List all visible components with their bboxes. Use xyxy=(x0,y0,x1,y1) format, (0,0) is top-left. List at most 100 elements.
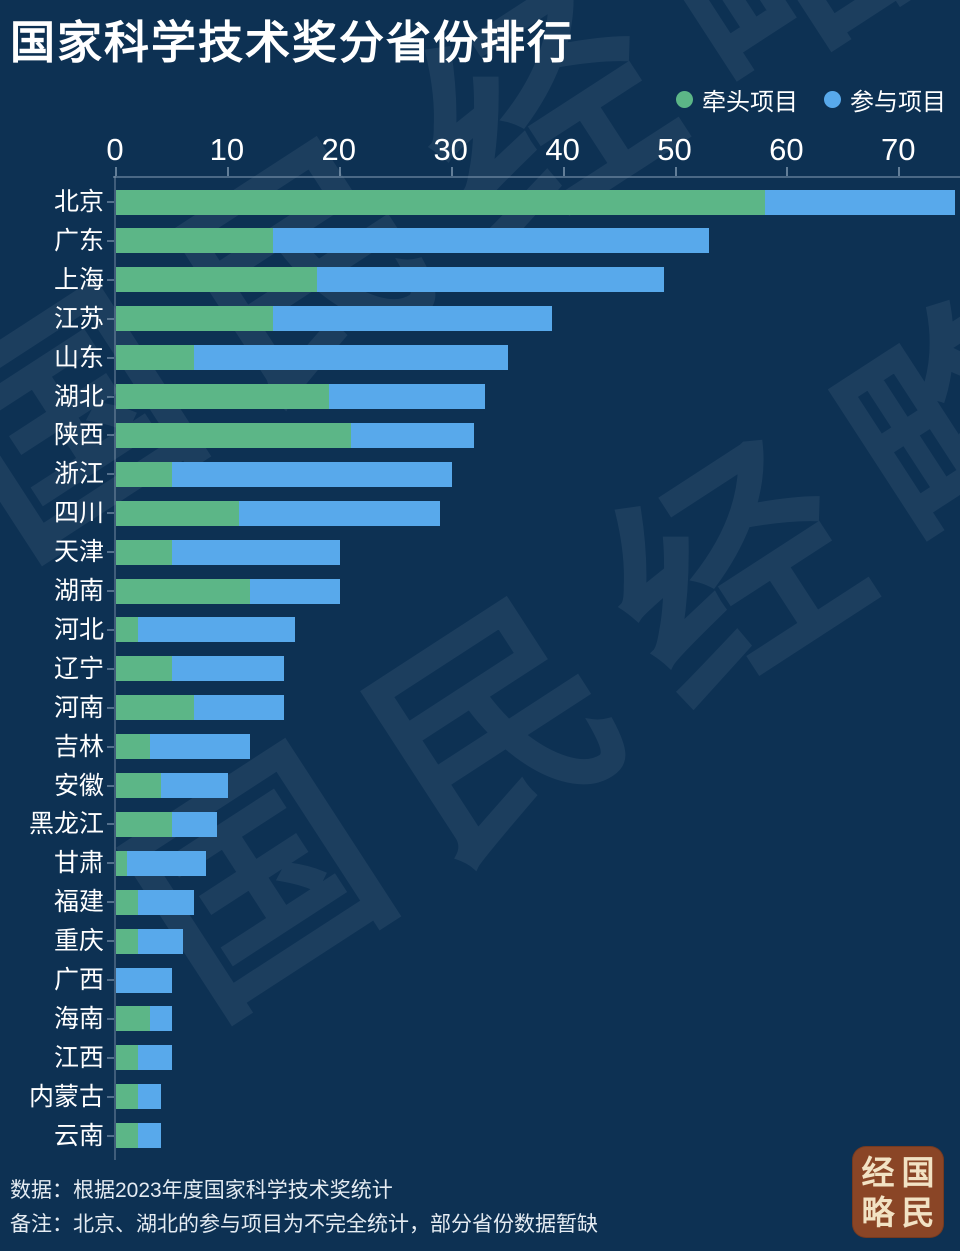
category-label: 浙江 xyxy=(53,460,104,489)
x-tick-label: 60 xyxy=(769,132,804,167)
legend-dot-participate-icon xyxy=(824,91,841,108)
bar-segment-牵头项目 xyxy=(116,850,128,876)
stamp-char: 略 xyxy=(861,1192,895,1232)
stacked-bar xyxy=(116,578,340,604)
x-tick-mark xyxy=(115,167,117,176)
bar-segment-牵头项目 xyxy=(116,500,240,526)
category-label: 四川 xyxy=(53,499,104,528)
stacked-bar xyxy=(116,695,284,721)
bar-segment-参与项目 xyxy=(127,850,206,876)
bar-segment-参与项目 xyxy=(138,1045,172,1071)
x-tick-label: 10 xyxy=(209,132,245,167)
bar-segment-参与项目 xyxy=(250,578,340,604)
y-tick-mark xyxy=(107,979,114,981)
y-tick-mark xyxy=(107,862,114,865)
bar-segment-参与项目 xyxy=(138,617,296,643)
stacked-bar xyxy=(116,850,206,876)
category-label: 内蒙古 xyxy=(28,1082,104,1111)
page-title: 国家科学技术奖分省份排行 xyxy=(10,17,575,68)
bar-segment-牵头项目 xyxy=(116,461,172,487)
bar-segment-参与项目 xyxy=(149,734,251,760)
publisher-stamp: 经 国 略 民 xyxy=(852,1146,944,1238)
bar-segment-牵头项目 xyxy=(116,384,329,409)
bar-segment-牵头项目 xyxy=(116,656,172,682)
x-tick-label: 20 xyxy=(321,132,357,167)
bar-segment-参与项目 xyxy=(149,1006,172,1032)
bar-segment-牵头项目 xyxy=(116,578,251,604)
y-tick-mark xyxy=(107,784,114,787)
y-tick-mark xyxy=(107,201,114,203)
x-tick-label: 0 xyxy=(106,132,124,167)
y-tick-mark xyxy=(107,278,114,281)
category-label: 北京 xyxy=(53,188,104,216)
y-tick-mark xyxy=(107,901,114,904)
stacked-bar xyxy=(116,384,486,409)
x-tick-mark xyxy=(562,167,565,176)
legend-item-participate: 参与项目 xyxy=(824,82,946,117)
x-tick-label: 40 xyxy=(545,132,580,167)
y-tick-mark xyxy=(107,940,114,943)
category-label: 河南 xyxy=(53,693,104,722)
footnotes: 数据：根据2023年度国家科学技术奖统计 备注：北京、湖北的参与项目为不完全统计… xyxy=(10,1174,598,1242)
stacked-bar xyxy=(116,422,475,448)
stacked-bar xyxy=(116,889,195,915)
category-label: 重庆 xyxy=(53,927,104,956)
bar-segment-牵头项目 xyxy=(116,1084,139,1110)
stamp-char: 国 xyxy=(901,1152,935,1192)
stacked-bar xyxy=(116,928,184,954)
y-tick-mark xyxy=(107,434,114,437)
bar-segment-牵头项目 xyxy=(116,1006,150,1032)
stacked-bar xyxy=(116,1045,172,1071)
y-tick-mark xyxy=(107,512,114,515)
category-label: 江苏 xyxy=(53,304,104,333)
y-axis-line xyxy=(114,176,116,1160)
category-label: 陕西 xyxy=(53,421,104,450)
bar-segment-参与项目 xyxy=(138,1084,161,1110)
bar-segment-参与项目 xyxy=(765,189,956,215)
x-tick-mark xyxy=(674,167,677,176)
bar-segment-牵头项目 xyxy=(116,1045,139,1071)
bar-segment-牵头项目 xyxy=(116,617,139,643)
stamp-char: 经 xyxy=(861,1152,895,1192)
bar-segment-牵头项目 xyxy=(116,734,150,760)
y-tick-mark xyxy=(107,551,114,554)
category-label: 江西 xyxy=(53,1043,104,1072)
y-tick-mark xyxy=(107,1056,114,1059)
y-tick-mark xyxy=(107,823,114,826)
y-tick-mark xyxy=(107,745,114,748)
stacked-bar xyxy=(116,1006,172,1032)
category-label: 辽宁 xyxy=(53,654,104,683)
category-label: 云南 xyxy=(53,1121,104,1150)
category-label: 广东 xyxy=(53,226,104,255)
legend-label-lead: 牵头项目 xyxy=(702,89,798,116)
stacked-bar xyxy=(116,189,956,215)
bar-segment-参与项目 xyxy=(317,267,665,293)
stacked-bar xyxy=(116,228,710,254)
bar-segment-参与项目 xyxy=(272,306,553,332)
bar-segment-参与项目 xyxy=(160,773,228,798)
bar-segment-牵头项目 xyxy=(116,189,766,215)
y-tick-mark xyxy=(107,317,114,320)
bar-segment-参与项目 xyxy=(171,461,452,487)
bar-segment-牵头项目 xyxy=(116,773,161,798)
category-label: 海南 xyxy=(53,1004,104,1033)
bar-segment-参与项目 xyxy=(328,384,486,409)
y-tick-mark xyxy=(107,356,114,359)
x-axis-line xyxy=(113,176,960,178)
bar-segment-参与项目 xyxy=(239,500,441,526)
bar-segment-参与项目 xyxy=(350,422,475,448)
note-source: 数据：根据2023年度国家科学技术奖统计 xyxy=(10,1179,393,1202)
category-label: 广西 xyxy=(53,966,104,994)
category-label: 福建 xyxy=(53,888,104,917)
bar-segment-参与项目 xyxy=(171,656,284,682)
stacked-bar xyxy=(116,617,296,643)
bar-segment-牵头项目 xyxy=(116,811,172,837)
bar-segment-牵头项目 xyxy=(116,889,139,915)
stacked-bar xyxy=(116,500,441,526)
bar-segment-牵头项目 xyxy=(116,422,351,448)
stamp-char: 民 xyxy=(901,1192,935,1232)
stacked-bar xyxy=(116,267,665,293)
y-tick-mark xyxy=(107,706,114,709)
category-label: 山东 xyxy=(53,343,104,372)
legend-dot-lead-icon xyxy=(676,91,693,108)
